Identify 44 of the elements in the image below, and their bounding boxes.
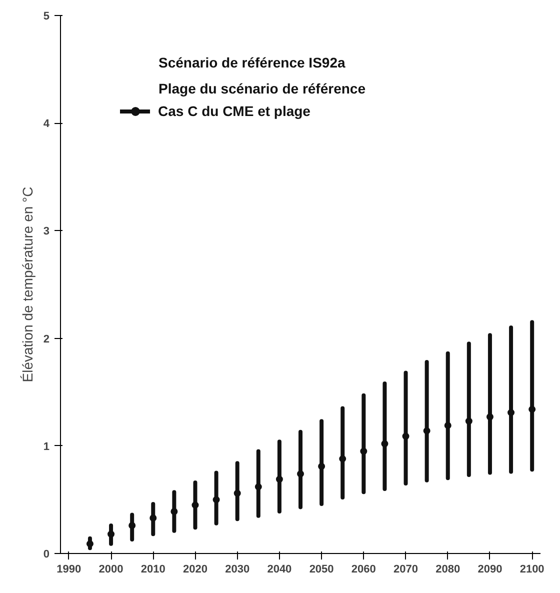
point: [528, 406, 536, 413]
x-tick-label: 2100: [520, 564, 544, 576]
point: [276, 476, 283, 483]
point: [381, 440, 388, 448]
x-tick-label: 2040: [267, 564, 292, 576]
point: [318, 462, 326, 470]
point: [212, 496, 220, 504]
x-tick-label: 2070: [394, 564, 418, 576]
point: [86, 540, 94, 548]
point: [108, 530, 115, 538]
y-tick-label: 1: [43, 440, 50, 453]
point: [254, 483, 262, 490]
point: [465, 418, 472, 425]
point: [444, 422, 452, 429]
point: [339, 455, 346, 462]
point: [234, 490, 241, 497]
x-tick-label: 2010: [140, 564, 166, 576]
point: [192, 502, 199, 509]
legend-label: Cas C du CME et plage: [158, 103, 310, 119]
point: [128, 522, 136, 530]
point: [297, 470, 304, 478]
annotation: Scénario de référence IS92a: [158, 54, 346, 70]
x-tick-label: 2030: [225, 564, 250, 576]
point: [360, 448, 368, 455]
y-tick-label: 2: [43, 333, 50, 346]
x-tick-label: 1990: [56, 564, 82, 576]
annotation: Plage du scénario de référence: [158, 80, 366, 96]
x-tick-label: 2060: [351, 564, 376, 576]
point: [170, 508, 178, 516]
point: [402, 432, 410, 440]
x-tick-label: 2020: [183, 564, 208, 576]
point: [423, 427, 430, 434]
point: [150, 514, 157, 522]
y-tick-label: 4: [43, 118, 50, 130]
point: [508, 409, 515, 416]
x-tick-label: 2050: [309, 564, 334, 576]
y-tick-label: 0: [43, 548, 50, 560]
y-tick-label: 5: [43, 10, 50, 22]
y-tick-label: 3: [43, 226, 50, 238]
x-tick-label: 2090: [478, 564, 502, 576]
x-tick-label: 2000: [98, 564, 124, 576]
y-axis-title: Élévation de température en °C: [19, 186, 36, 382]
point: [486, 413, 494, 420]
x-tick-label: 2080: [436, 564, 460, 576]
